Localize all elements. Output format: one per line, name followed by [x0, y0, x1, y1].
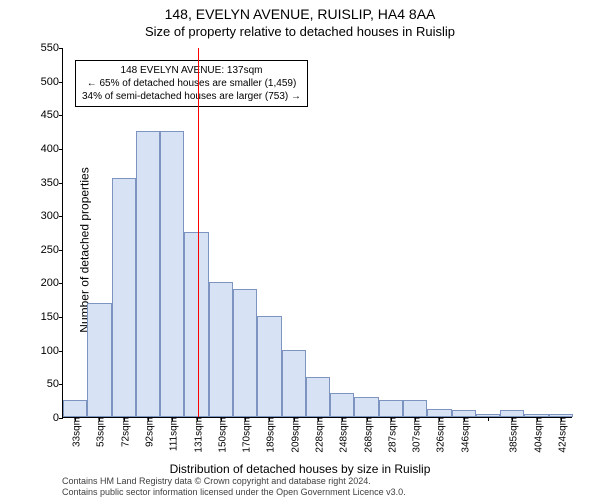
plot-area: 148 EVELYN AVENUE: 137sqm ← 65% of detac…: [62, 48, 572, 418]
histogram-bar: [282, 350, 306, 417]
x-tick-label: 307sqm: [408, 417, 423, 453]
histogram-bar: [112, 178, 136, 417]
x-axis-label: Distribution of detached houses by size …: [0, 462, 600, 476]
credits-line-1: Contains HM Land Registry data © Crown c…: [62, 476, 406, 487]
x-tick-label: 33sqm: [68, 417, 83, 447]
x-tick-label: 248sqm: [335, 417, 350, 453]
chart-container: 148, EVELYN AVENUE, RUISLIP, HA4 8AA Siz…: [0, 0, 600, 500]
y-tick-mark: [59, 149, 63, 150]
histogram-bar: [63, 400, 87, 417]
histogram-bar: [136, 131, 160, 417]
y-tick-mark: [59, 418, 63, 419]
y-tick-mark: [59, 250, 63, 251]
annotation-box: 148 EVELYN AVENUE: 137sqm ← 65% of detac…: [75, 60, 308, 107]
title-block: 148, EVELYN AVENUE, RUISLIP, HA4 8AA Siz…: [0, 0, 600, 39]
histogram-bar: [330, 393, 354, 417]
histogram-bar: [184, 232, 208, 417]
x-tick-label: 209sqm: [286, 417, 301, 453]
x-tick-label: 268sqm: [359, 417, 374, 453]
x-tick-label: 228sqm: [311, 417, 326, 453]
x-tick-label: 385sqm: [505, 417, 520, 453]
annotation-line-1: 148 EVELYN AVENUE: 137sqm: [82, 64, 301, 77]
x-tick-label: 326sqm: [432, 417, 447, 453]
histogram-bar: [379, 400, 403, 417]
histogram-bar: [403, 400, 427, 417]
y-tick-mark: [59, 384, 63, 385]
x-tick-label: 150sqm: [213, 417, 228, 453]
credits-line-2: Contains public sector information licen…: [62, 487, 406, 498]
x-tick-label: 92sqm: [141, 417, 156, 447]
y-tick-mark: [59, 216, 63, 217]
histogram-bar: [257, 316, 281, 417]
x-tick-label: 424sqm: [553, 417, 568, 453]
histogram-bar: [354, 397, 378, 417]
histogram-bar: [160, 131, 184, 417]
x-tick-label: 72sqm: [116, 417, 131, 447]
histogram-bar: [306, 377, 330, 417]
x-tick-label: 131sqm: [189, 417, 204, 453]
histogram-bar: [500, 410, 524, 417]
main-title: 148, EVELYN AVENUE, RUISLIP, HA4 8AA: [0, 6, 600, 22]
reference-line: [198, 48, 199, 417]
y-tick-mark: [59, 183, 63, 184]
histogram-bar: [209, 282, 233, 417]
histogram-bar: [233, 289, 257, 417]
y-tick-mark: [59, 283, 63, 284]
sub-title: Size of property relative to detached ho…: [0, 24, 600, 39]
annotation-line-3: 34% of semi-detached houses are larger (…: [82, 90, 301, 103]
x-tick-label: 287sqm: [383, 417, 398, 453]
x-tick-label: 346sqm: [456, 417, 471, 453]
x-tick-label: 189sqm: [262, 417, 277, 453]
y-tick-mark: [59, 48, 63, 49]
x-tick-label: 53sqm: [92, 417, 107, 447]
credits: Contains HM Land Registry data © Crown c…: [62, 476, 406, 498]
x-tick-label: 170sqm: [238, 417, 253, 453]
y-tick-mark: [59, 351, 63, 352]
x-tick-label: 404sqm: [529, 417, 544, 453]
annotation-line-2: ← 65% of detached houses are smaller (1,…: [82, 77, 301, 90]
histogram-bar: [87, 303, 111, 417]
x-tick-label: 111sqm: [165, 417, 180, 451]
y-tick-mark: [59, 82, 63, 83]
y-tick-mark: [59, 115, 63, 116]
histogram-bar: [452, 410, 476, 417]
histogram-bar: [427, 409, 451, 417]
y-tick-mark: [59, 317, 63, 318]
x-tick-mark: [488, 417, 489, 421]
